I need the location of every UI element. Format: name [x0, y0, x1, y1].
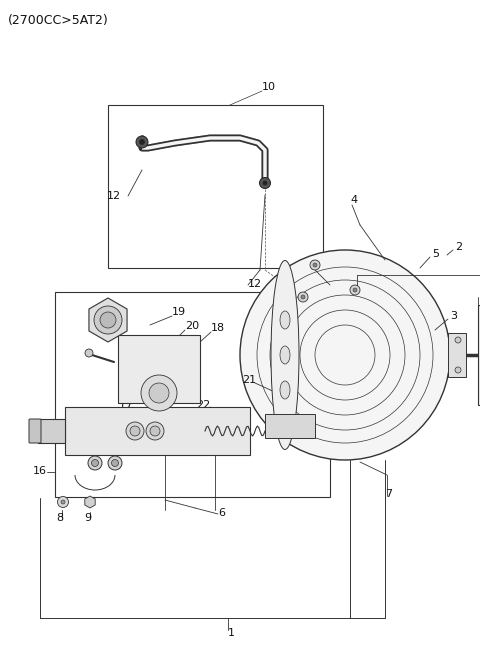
Circle shape: [130, 426, 140, 436]
Bar: [478, 305, 480, 405]
Circle shape: [310, 260, 320, 270]
Text: 21: 21: [242, 375, 256, 385]
Circle shape: [150, 426, 160, 436]
Circle shape: [140, 140, 144, 144]
Bar: [108, 105, 323, 268]
Text: 10: 10: [262, 82, 276, 92]
Text: 7: 7: [385, 489, 392, 499]
Circle shape: [298, 292, 308, 302]
Circle shape: [88, 456, 102, 470]
Circle shape: [126, 422, 144, 440]
Circle shape: [350, 285, 360, 295]
FancyBboxPatch shape: [29, 419, 41, 443]
Bar: [55, 292, 330, 497]
Bar: [118, 335, 200, 403]
Text: 5: 5: [432, 249, 439, 259]
Bar: [265, 414, 315, 438]
Circle shape: [240, 250, 450, 460]
Text: 20: 20: [185, 321, 199, 331]
Ellipse shape: [280, 381, 290, 399]
Text: 18: 18: [211, 323, 225, 333]
Circle shape: [260, 178, 271, 188]
Polygon shape: [85, 496, 95, 508]
Circle shape: [313, 263, 317, 267]
Circle shape: [141, 375, 177, 411]
Ellipse shape: [280, 346, 290, 364]
Circle shape: [149, 383, 169, 403]
Text: 12: 12: [107, 191, 121, 201]
Circle shape: [61, 500, 65, 504]
Text: 22: 22: [196, 400, 210, 410]
Circle shape: [108, 456, 122, 470]
Polygon shape: [89, 298, 127, 342]
Text: (2700CC>5AT2): (2700CC>5AT2): [8, 14, 109, 27]
Circle shape: [136, 136, 148, 148]
Text: 2: 2: [455, 242, 462, 252]
Circle shape: [111, 459, 119, 466]
Text: 3: 3: [450, 311, 457, 321]
Circle shape: [455, 367, 461, 373]
Circle shape: [263, 181, 267, 185]
Text: 17: 17: [119, 402, 133, 412]
Ellipse shape: [271, 260, 299, 449]
Text: 8: 8: [56, 513, 63, 523]
Circle shape: [146, 422, 164, 440]
Text: 1: 1: [228, 628, 235, 638]
Text: 4: 4: [350, 195, 357, 205]
Circle shape: [455, 337, 461, 343]
Circle shape: [58, 497, 69, 508]
Circle shape: [353, 288, 357, 292]
Text: 12: 12: [248, 279, 262, 289]
Circle shape: [100, 312, 116, 328]
Text: 17: 17: [119, 420, 133, 430]
Circle shape: [94, 306, 122, 334]
Text: 6: 6: [218, 508, 225, 518]
Text: 16: 16: [33, 466, 47, 476]
Text: 19: 19: [172, 307, 186, 317]
Ellipse shape: [280, 311, 290, 329]
Bar: [38, 419, 65, 443]
Bar: [448, 333, 466, 377]
Text: 9: 9: [84, 513, 91, 523]
Circle shape: [301, 295, 305, 299]
Circle shape: [85, 349, 93, 357]
Circle shape: [92, 459, 98, 466]
Bar: [65, 407, 250, 455]
